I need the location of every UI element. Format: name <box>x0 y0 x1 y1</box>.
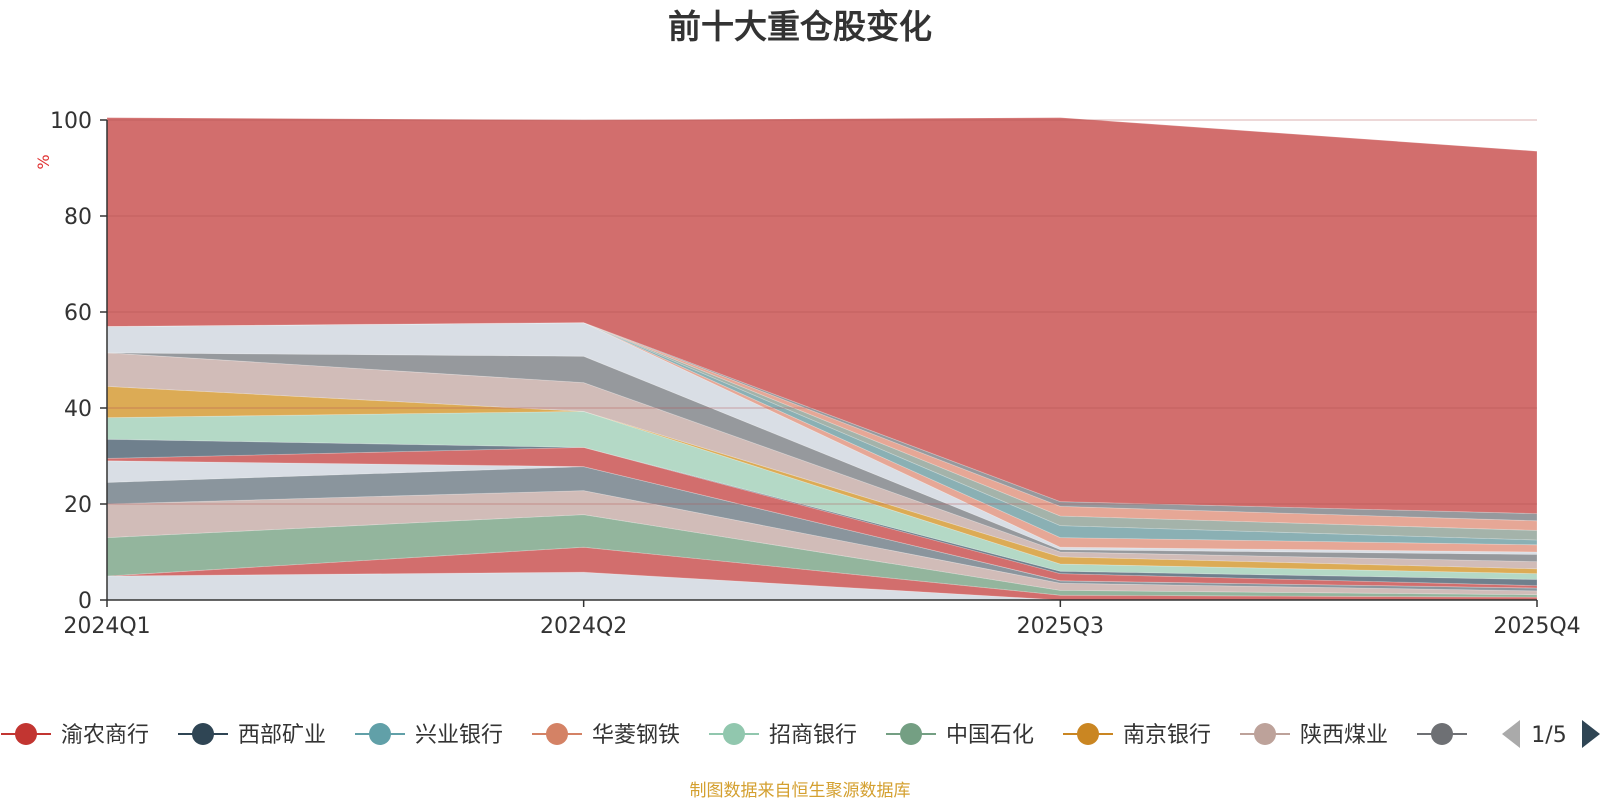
legend-marker-icon <box>1254 723 1276 745</box>
axes <box>106 120 1537 601</box>
legend-item[interactable]: 华菱钢铁 <box>532 723 680 748</box>
legend-item[interactable]: 招商银行 <box>709 723 857 748</box>
area-series-9 <box>106 410 1538 580</box>
legend-label: 华菱钢铁 <box>592 723 680 748</box>
area-series-8 <box>106 438 1538 587</box>
legend-item[interactable]: 陕西煤业 <box>1240 723 1388 748</box>
x-tick-label: 2024Q1 <box>63 614 150 639</box>
stacked-areas <box>106 117 1538 601</box>
area-series-13 <box>106 322 1538 555</box>
y-tick-label: 40 <box>64 397 92 422</box>
legend-item[interactable]: 中国石化 <box>886 723 1034 748</box>
legend-marker-icon <box>723 723 745 745</box>
legend-label: 陕西煤业 <box>1300 723 1388 748</box>
x-tick-label: 2024Q2 <box>540 614 627 639</box>
legend: 渝农商行 西部矿业 兴业银行 华菱钢铁 招商银行 中国石化 南京银行 陕西煤业 <box>1 723 1467 748</box>
legend-item[interactable]: 渝农商行 <box>1 723 149 748</box>
legend-next-arrow-icon[interactable] <box>1582 720 1600 748</box>
legend-item[interactable]: 兴业银行 <box>355 723 503 748</box>
area-series-7 <box>106 446 1538 589</box>
legend-page-indicator: 1/5 <box>1531 723 1566 748</box>
legend-marker-icon <box>900 723 922 745</box>
area-series-19 <box>106 117 1538 515</box>
legend-label: 中国石化 <box>946 723 1034 748</box>
grid-lines <box>107 119 1537 505</box>
area-series-10 <box>106 385 1538 575</box>
legend-marker-icon <box>369 723 391 745</box>
data-source-note: 制图数据来自恒生聚源数据库 <box>690 781 911 800</box>
legend-label: 兴业银行 <box>415 723 503 748</box>
legend-marker-icon <box>192 723 214 745</box>
y-tick-label: 60 <box>64 301 92 326</box>
legend-item[interactable]: 西部矿业 <box>178 723 326 748</box>
area-series-4 <box>106 490 1538 596</box>
area-series-11 <box>106 352 1538 570</box>
legend-label: 渝农商行 <box>61 723 149 748</box>
y-tick-label: 0 <box>78 589 92 614</box>
legend-label: 南京银行 <box>1123 723 1211 748</box>
legend-marker-icon <box>546 723 568 745</box>
legend-label: 西部矿业 <box>238 723 326 748</box>
y-axis-ticks: 0 20 40 60 80 100 <box>50 109 107 614</box>
y-axis-unit: % <box>34 154 53 169</box>
legend-marker-icon <box>1431 723 1453 745</box>
legend-label: 招商银行 <box>769 723 857 748</box>
legend-item[interactable] <box>1417 723 1467 745</box>
chart-title: 前十大重仓股变化 <box>668 7 932 46</box>
legend-pager: 1/5 <box>1502 720 1600 748</box>
x-tick-label: 2025Q3 <box>1017 614 1104 639</box>
legend-marker-icon <box>15 723 37 745</box>
x-axis-ticks: 2024Q1 2024Q2 2025Q3 2025Q4 <box>63 600 1581 639</box>
y-tick-label: 100 <box>50 109 92 134</box>
y-tick-label: 20 <box>64 493 92 518</box>
y-tick-label: 80 <box>64 205 92 230</box>
legend-item[interactable]: 南京银行 <box>1063 723 1211 748</box>
legend-prev-arrow-icon[interactable] <box>1502 720 1520 748</box>
legend-marker-icon <box>1077 723 1099 745</box>
x-tick-label: 2025Q4 <box>1493 614 1580 639</box>
